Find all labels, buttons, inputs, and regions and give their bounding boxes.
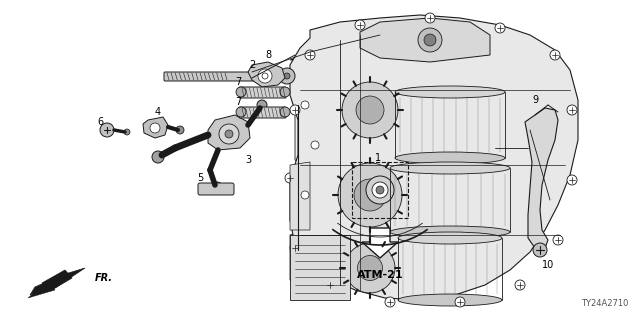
FancyBboxPatch shape	[239, 107, 286, 118]
Polygon shape	[42, 270, 72, 291]
Polygon shape	[30, 268, 85, 295]
Circle shape	[301, 191, 309, 199]
Circle shape	[305, 50, 315, 60]
Polygon shape	[143, 117, 168, 138]
Circle shape	[279, 68, 295, 84]
Text: 10: 10	[542, 260, 554, 270]
Circle shape	[354, 179, 386, 211]
Text: 2: 2	[249, 60, 255, 70]
Circle shape	[495, 23, 505, 33]
Circle shape	[236, 87, 246, 97]
Text: ATM-21: ATM-21	[356, 270, 403, 280]
Circle shape	[100, 123, 114, 137]
Circle shape	[150, 123, 160, 133]
Circle shape	[424, 34, 436, 46]
FancyBboxPatch shape	[164, 72, 291, 81]
Polygon shape	[208, 115, 250, 150]
Text: 9: 9	[532, 95, 538, 105]
Circle shape	[567, 175, 577, 185]
Circle shape	[176, 126, 184, 134]
Polygon shape	[360, 18, 490, 62]
Circle shape	[301, 251, 309, 259]
Circle shape	[515, 280, 525, 290]
Polygon shape	[290, 162, 310, 230]
Circle shape	[356, 96, 384, 124]
Circle shape	[355, 20, 365, 30]
Circle shape	[236, 107, 246, 117]
FancyBboxPatch shape	[239, 87, 286, 98]
Circle shape	[418, 28, 442, 52]
Circle shape	[257, 100, 267, 110]
Text: TY24A2710: TY24A2710	[580, 299, 628, 308]
Circle shape	[219, 124, 239, 144]
Circle shape	[338, 163, 402, 227]
Ellipse shape	[395, 152, 505, 164]
Text: 8: 8	[265, 50, 271, 60]
Circle shape	[425, 13, 435, 23]
Ellipse shape	[390, 226, 510, 238]
Circle shape	[301, 101, 309, 109]
Text: FR.: FR.	[95, 273, 113, 283]
Text: 6: 6	[97, 117, 103, 127]
Circle shape	[290, 243, 300, 253]
Circle shape	[325, 280, 335, 290]
Ellipse shape	[395, 86, 505, 98]
Circle shape	[284, 73, 290, 79]
Text: 5: 5	[197, 173, 203, 183]
Polygon shape	[290, 235, 350, 300]
Circle shape	[258, 69, 272, 83]
Circle shape	[366, 176, 394, 204]
Polygon shape	[525, 108, 558, 248]
Circle shape	[211, 182, 223, 194]
Circle shape	[553, 235, 563, 245]
Circle shape	[290, 105, 300, 115]
Ellipse shape	[390, 162, 510, 174]
Circle shape	[455, 297, 465, 307]
Polygon shape	[290, 15, 578, 300]
Circle shape	[124, 129, 130, 135]
Text: 3: 3	[245, 155, 251, 165]
Circle shape	[285, 173, 295, 183]
Polygon shape	[290, 55, 320, 280]
Circle shape	[550, 50, 560, 60]
Text: 4: 4	[155, 107, 161, 117]
Polygon shape	[248, 62, 285, 87]
Text: 7: 7	[235, 97, 241, 107]
Circle shape	[280, 107, 290, 117]
Circle shape	[533, 243, 547, 257]
Circle shape	[358, 255, 383, 281]
Polygon shape	[362, 228, 398, 258]
Circle shape	[280, 87, 290, 97]
Circle shape	[225, 130, 233, 138]
Circle shape	[372, 182, 388, 198]
Circle shape	[342, 82, 398, 138]
Ellipse shape	[398, 294, 502, 306]
Circle shape	[152, 151, 164, 163]
Circle shape	[385, 297, 395, 307]
FancyBboxPatch shape	[198, 183, 234, 195]
Circle shape	[311, 141, 319, 149]
Text: 1: 1	[375, 153, 381, 163]
Polygon shape	[28, 280, 55, 298]
Bar	[352, 162, 408, 218]
Text: 7: 7	[235, 77, 241, 87]
Circle shape	[376, 186, 384, 194]
Circle shape	[567, 105, 577, 115]
Circle shape	[345, 243, 395, 293]
Ellipse shape	[398, 232, 502, 244]
